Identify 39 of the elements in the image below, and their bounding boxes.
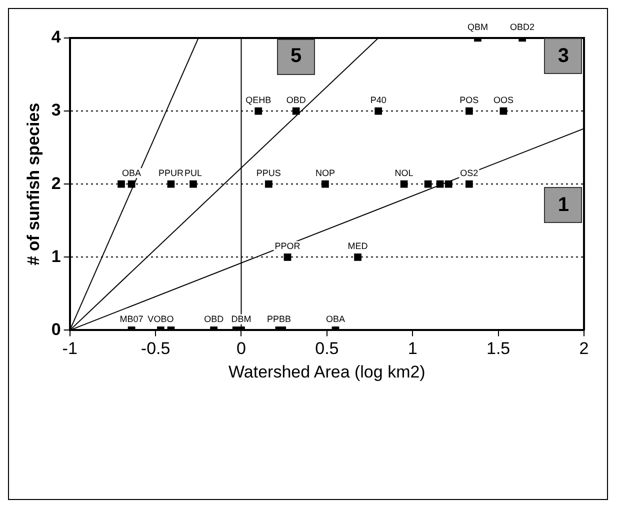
x-tick-label: -0.5 [140, 339, 170, 358]
annotation: OBD2 [510, 22, 535, 32]
annotation: NOL [394, 168, 414, 178]
y-tick-label: 1 [51, 246, 61, 266]
x-axis-title: Watershed Area (log km2) [228, 362, 426, 382]
annotation: MED [348, 241, 368, 252]
y-tick-label: 2 [51, 174, 61, 193]
x-tick-label: 1 [408, 339, 418, 358]
x-tick-label: 1.5 [486, 339, 510, 358]
annotation: OBD [204, 314, 224, 324]
annotation: PPUS [256, 168, 281, 178]
x-tick-label: 0 [236, 339, 246, 358]
annotation: PUL [184, 168, 202, 178]
shaded-box: 3 [544, 38, 582, 74]
annotation: PPOR [274, 241, 301, 252]
annotation: VOBO [148, 314, 174, 324]
shaded-box: 5 [277, 38, 316, 75]
annotation: MB07 [120, 314, 144, 324]
y-tick-label: 3 [51, 100, 61, 120]
annotation: DBM [231, 314, 252, 324]
y-tick-label: 0 [51, 320, 61, 339]
shaded-box: 1 [544, 187, 582, 224]
y-axis-title: # of sunfish species [24, 102, 43, 266]
x-tick-label: 0.5 [315, 339, 339, 358]
annotation: POS [460, 95, 479, 106]
y-tick-label: 4 [51, 28, 62, 47]
annotation: PPUR [158, 168, 184, 178]
annotation: OOS [493, 95, 514, 106]
annotation: OBA [122, 168, 142, 178]
annotation: P40 [370, 95, 386, 106]
x-tick-label: 2 [579, 339, 589, 358]
annotation: OBA [326, 314, 346, 324]
annotation: OS2 [460, 168, 478, 178]
annotation: OBD [286, 95, 306, 106]
x-tick-label: -1 [62, 339, 78, 358]
annotation: QBM [467, 22, 488, 32]
annotation: PPBB [266, 314, 291, 324]
annotation: QEHB [246, 95, 272, 106]
annotation: NOP [315, 168, 335, 178]
